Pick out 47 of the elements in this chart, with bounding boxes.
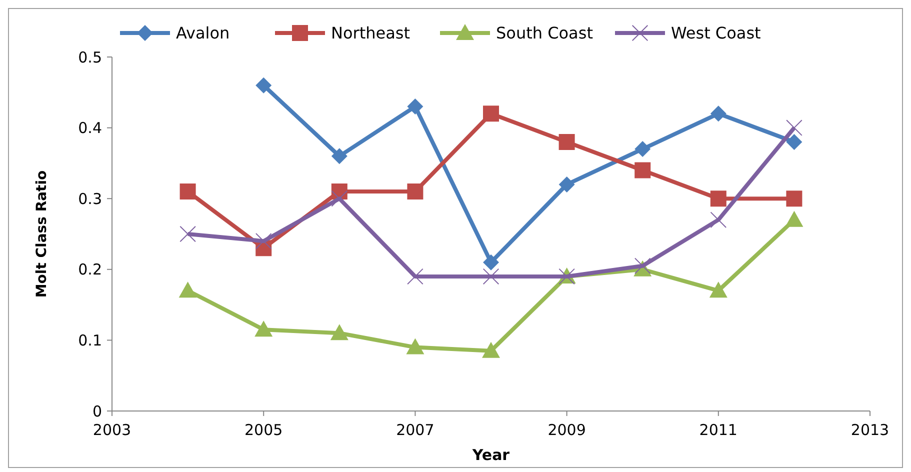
point xyxy=(710,190,726,207)
y-tick-label: 0.4 xyxy=(78,119,102,138)
point xyxy=(483,268,499,284)
point xyxy=(558,176,575,192)
legend-label: South Coast xyxy=(496,24,593,43)
point xyxy=(634,141,651,158)
x-axis-title: Year xyxy=(471,446,510,464)
legend-label: Northeast xyxy=(331,24,410,43)
y-axis-title: Molt Class Ratio xyxy=(34,170,50,298)
point xyxy=(785,210,804,227)
point xyxy=(331,190,348,207)
point xyxy=(634,162,651,178)
point xyxy=(786,120,802,136)
point xyxy=(180,226,196,242)
point xyxy=(254,320,273,337)
y-tick-label: 0.5 xyxy=(78,48,102,66)
point xyxy=(407,184,424,200)
point xyxy=(558,134,575,150)
point xyxy=(178,282,197,298)
point xyxy=(407,98,424,115)
x-tick-label: 2009 xyxy=(548,421,586,439)
point xyxy=(330,324,348,340)
legend-label: Avalon xyxy=(176,24,230,43)
point xyxy=(709,282,728,298)
x-tick-label: 2007 xyxy=(396,421,434,439)
point xyxy=(180,184,196,200)
y-tick-label: 0.1 xyxy=(78,331,102,350)
x-tick-label: 2005 xyxy=(244,421,283,439)
point xyxy=(483,254,499,270)
x-tick-label: 2003 xyxy=(92,421,132,439)
y-tick-label: 0.3 xyxy=(78,190,102,208)
y-tick-label: 0 xyxy=(92,402,102,420)
point xyxy=(786,190,802,207)
point xyxy=(331,148,348,164)
point xyxy=(482,342,500,358)
point xyxy=(407,268,424,284)
point xyxy=(786,134,802,150)
point xyxy=(256,233,272,250)
point xyxy=(483,106,499,122)
y-tick-label: 0.2 xyxy=(78,260,102,279)
point xyxy=(710,212,726,228)
x-tick-label: 2013 xyxy=(850,421,890,439)
point xyxy=(256,77,272,94)
point xyxy=(710,106,726,122)
x-tick-label: 2011 xyxy=(699,421,738,439)
point xyxy=(406,338,424,354)
legend-label: West Coast xyxy=(671,24,761,43)
